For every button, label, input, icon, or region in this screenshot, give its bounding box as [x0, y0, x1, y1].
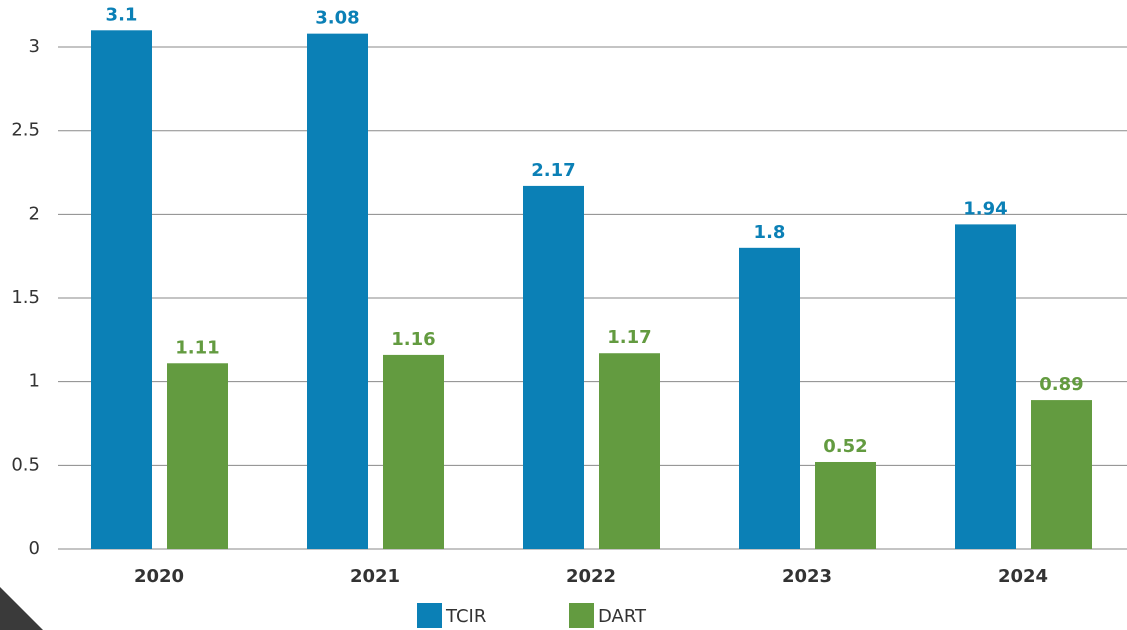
value-label: 3.1 [106, 4, 138, 25]
legend-label: TCIR [445, 606, 486, 627]
y-tick-label: 3 [29, 36, 40, 57]
y-tick-label: 2.5 [11, 120, 40, 141]
y-tick-label: 1.5 [11, 287, 40, 308]
value-label: 0.52 [823, 436, 867, 457]
y-tick-label: 1 [29, 371, 40, 392]
legend-swatch [417, 603, 442, 628]
corner-decoration [0, 587, 43, 630]
x-tick-label: 2022 [566, 566, 616, 587]
bar [955, 224, 1016, 549]
x-tick-label: 2020 [134, 566, 184, 587]
bar [91, 30, 152, 549]
legend-swatch [569, 603, 594, 628]
bar [307, 33, 368, 550]
x-tick-label: 2024 [998, 566, 1048, 587]
y-tick-label: 2 [29, 203, 40, 224]
y-tick-label: 0.5 [11, 454, 40, 475]
y-tick-label: 0 [29, 538, 40, 559]
bar [167, 363, 228, 549]
bar [739, 247, 800, 549]
bar [815, 461, 876, 549]
value-label: 1.8 [754, 222, 786, 243]
value-label: 1.11 [175, 337, 219, 358]
x-tick-label: 2021 [350, 566, 400, 587]
bar [523, 185, 584, 549]
bar [383, 354, 444, 549]
value-label: 2.17 [531, 160, 575, 181]
x-tick-label: 2023 [782, 566, 832, 587]
value-label: 1.17 [607, 327, 651, 348]
bar [1031, 400, 1092, 549]
value-label: 0.89 [1039, 374, 1083, 395]
value-label: 3.08 [315, 8, 359, 29]
legend-label: DART [598, 606, 647, 627]
bar [599, 353, 660, 549]
value-label: 1.94 [963, 198, 1007, 219]
value-label: 1.16 [391, 329, 435, 350]
